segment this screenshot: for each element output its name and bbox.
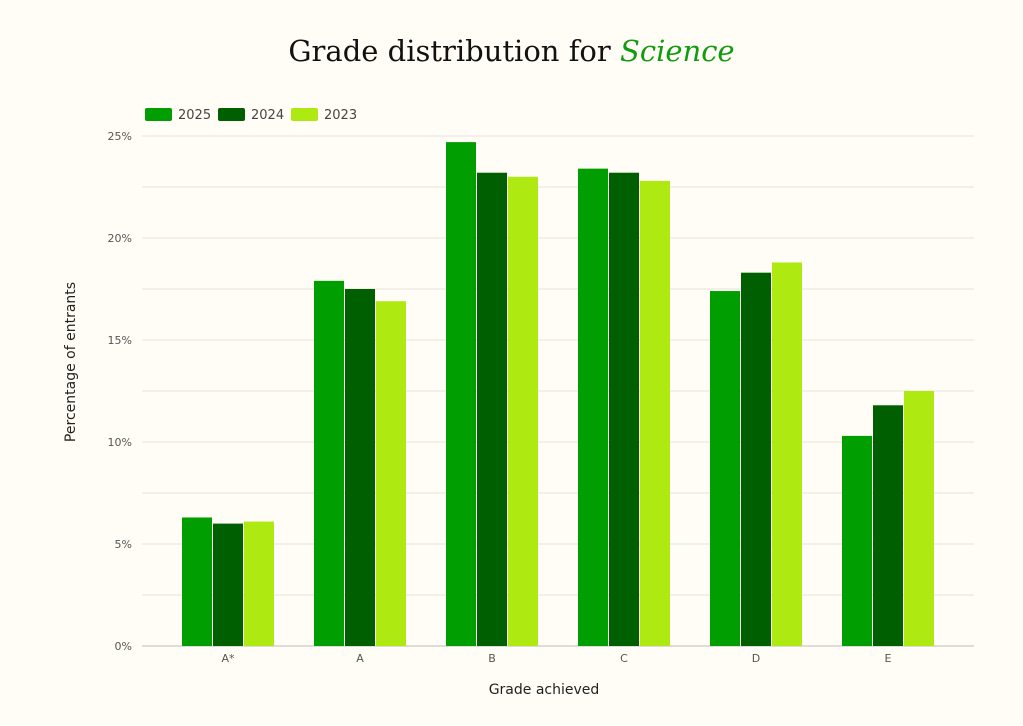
- legend-label-2024: 2024: [251, 108, 284, 123]
- y-tick-label: 15%: [108, 334, 132, 347]
- y-tick-label: 10%: [108, 436, 132, 449]
- bar-2024-A: [345, 289, 375, 646]
- bar-2024-D: [741, 272, 771, 646]
- x-tick-label: C: [620, 652, 628, 665]
- x-tick-label: A*: [221, 652, 235, 665]
- bar-2025-B: [446, 142, 476, 646]
- bar-2024-B: [477, 172, 507, 646]
- y-tick-label: 5%: [115, 538, 132, 551]
- bar-2024-C: [609, 172, 639, 646]
- y-tick-label: 25%: [108, 130, 132, 143]
- legend-swatch-2025: [145, 108, 172, 121]
- x-tick-label: A: [356, 652, 364, 665]
- bar-2023-E: [904, 391, 934, 646]
- bar-2023-D: [772, 262, 802, 646]
- bar-2023-A: [376, 301, 406, 646]
- bar-2024-E: [873, 405, 903, 646]
- x-axis-title: Grade achieved: [489, 682, 600, 698]
- y-axis-title: Percentage of entrants: [63, 282, 79, 442]
- x-tick-label: D: [752, 652, 760, 665]
- y-tick-label: 0%: [115, 640, 132, 653]
- bar-2023-B: [508, 176, 538, 647]
- legend-swatch-2023: [291, 108, 318, 121]
- legend-swatch-2024: [218, 108, 245, 121]
- bar-2024-A*: [213, 523, 243, 646]
- bar-2025-C: [578, 168, 608, 646]
- legend-label-2023: 2023: [324, 108, 357, 123]
- bar-2025-A*: [182, 517, 212, 646]
- x-tick-label: B: [488, 652, 496, 665]
- bar-2025-E: [842, 435, 872, 646]
- chart-title: Grade distribution for Science: [0, 34, 1023, 68]
- legend-label-2025: 2025: [178, 108, 211, 123]
- x-tick-label: E: [885, 652, 892, 665]
- bar-2023-A*: [244, 521, 274, 646]
- bar-2025-D: [710, 291, 740, 646]
- y-tick-label: 20%: [108, 232, 132, 245]
- title-subject: Science: [619, 34, 735, 68]
- bar-2025-A: [314, 280, 344, 646]
- title-text: Grade distribution for: [288, 34, 611, 68]
- bar-2023-C: [640, 180, 670, 646]
